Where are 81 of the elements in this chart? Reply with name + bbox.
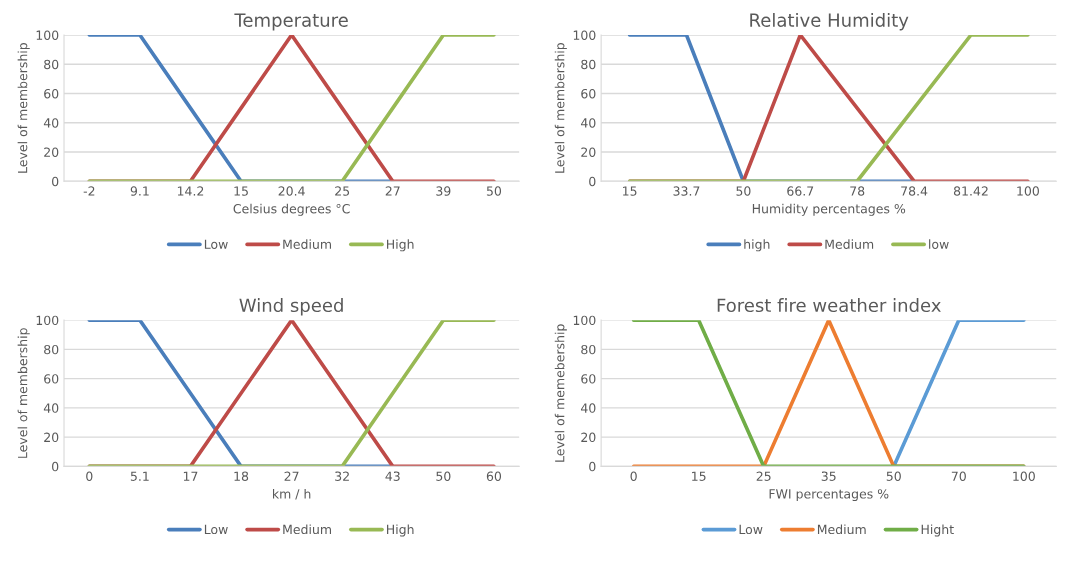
x-tick-label: 50 xyxy=(886,471,901,481)
y-tick-label: 60 xyxy=(581,88,596,99)
y-tick-label: 80 xyxy=(44,59,59,70)
x-tick-label: 81.42 xyxy=(953,186,988,196)
y-tick-label: 0 xyxy=(52,461,59,472)
x-tick-label: 70 xyxy=(951,471,966,481)
legend-label: high xyxy=(744,239,770,252)
y-axis-title: Level of membership xyxy=(554,42,567,173)
y-tick-label: 0 xyxy=(589,176,596,187)
legend-label: Medium xyxy=(817,524,866,535)
y-tick-label: 100 xyxy=(36,30,59,40)
legend-label: High xyxy=(387,524,414,537)
x-tick-label: 60 xyxy=(486,471,502,481)
legend-label: Low xyxy=(204,524,228,535)
x-tick-label: 15 xyxy=(234,186,248,196)
x-tick-label: 14.2 xyxy=(177,186,204,196)
y-axis-title: Level of membership xyxy=(17,328,30,458)
x-tick-label: 33.7 xyxy=(673,186,700,196)
legend-label: low xyxy=(929,239,949,249)
x-tick-label: 15 xyxy=(623,186,637,196)
x-tick-label: 43 xyxy=(385,471,400,481)
x-tick-label: -2 xyxy=(83,186,95,196)
y-tick-label: 20 xyxy=(581,432,596,443)
x-tick-label: 50 xyxy=(486,186,502,196)
legend-label: High xyxy=(387,239,414,252)
x-tick-label: 17 xyxy=(183,471,198,481)
x-tick-label: 50 xyxy=(736,186,751,196)
y-tick-label: 80 xyxy=(581,344,596,355)
y-tick-label: 0 xyxy=(52,176,59,187)
y-tick-label: 80 xyxy=(44,344,59,355)
x-tick-label: 25 xyxy=(756,471,771,481)
y-tick-label: 40 xyxy=(580,403,596,413)
y-tick-label: 20 xyxy=(44,432,59,443)
y-tick-label: 20 xyxy=(44,147,59,157)
x-tick-label: 66.7 xyxy=(787,186,814,196)
x-tick-label: 32 xyxy=(335,471,349,481)
x-axis-title: km / h xyxy=(273,488,311,500)
x-axis-title: Celsius degrees °C xyxy=(233,203,350,216)
chart-title: Forest fire weather index xyxy=(717,298,941,313)
x-tick-label: 78 xyxy=(850,186,865,196)
legend-label: Low xyxy=(739,524,763,535)
x-tick-label: 27 xyxy=(284,471,299,481)
legend-label: Medium xyxy=(825,239,874,249)
y-tick-label: 60 xyxy=(581,374,596,384)
x-tick-label: 18 xyxy=(234,471,249,481)
y-axis-title: Level of membership xyxy=(17,42,30,173)
x-tick-label: 25 xyxy=(335,186,350,196)
x-tick-label: 35 xyxy=(821,471,836,481)
y-axis-title: Level of memebership xyxy=(554,324,567,462)
y-tick-label: 40 xyxy=(580,118,596,128)
legend-label: Medium xyxy=(283,239,331,249)
x-tick-label: 100 xyxy=(1017,186,1039,196)
chart-title: Relative Humidity xyxy=(750,12,909,31)
y-tick-label: 100 xyxy=(573,30,596,40)
y-tick-label: 60 xyxy=(44,88,59,99)
x-tick-label: 78.4 xyxy=(901,186,928,196)
x-tick-label: 15 xyxy=(692,471,706,481)
y-tick-label: 80 xyxy=(581,59,596,70)
x-tick-label: 20.4 xyxy=(278,186,305,196)
y-tick-label: 0 xyxy=(589,461,596,472)
x-tick-label: 5.1 xyxy=(130,471,149,481)
x-tick-label: 39 xyxy=(436,186,451,196)
x-tick-label: 50 xyxy=(436,471,451,481)
x-tick-label: 0 xyxy=(630,471,637,481)
legend-label: Medium xyxy=(283,524,331,535)
y-tick-label: 20 xyxy=(581,147,596,157)
x-axis-title: Humidity percentages % xyxy=(752,203,906,216)
x-tick-label: 9.1 xyxy=(130,186,149,196)
y-tick-label: 40 xyxy=(43,403,59,413)
y-tick-label: 60 xyxy=(44,374,59,384)
x-tick-label: 100 xyxy=(1013,471,1035,481)
chart-title: Wind speed xyxy=(239,298,343,316)
chart-title: Temperature xyxy=(234,13,348,31)
x-tick-label: 0 xyxy=(86,471,93,481)
y-tick-label: 100 xyxy=(573,315,596,326)
x-tick-label: 27 xyxy=(385,186,400,196)
legend-label: Hight xyxy=(921,524,954,537)
x-axis-title: FWI percentages % xyxy=(769,489,889,502)
y-tick-label: 40 xyxy=(43,118,59,128)
legend-label: Low xyxy=(204,239,228,249)
y-tick-label: 100 xyxy=(36,315,59,326)
